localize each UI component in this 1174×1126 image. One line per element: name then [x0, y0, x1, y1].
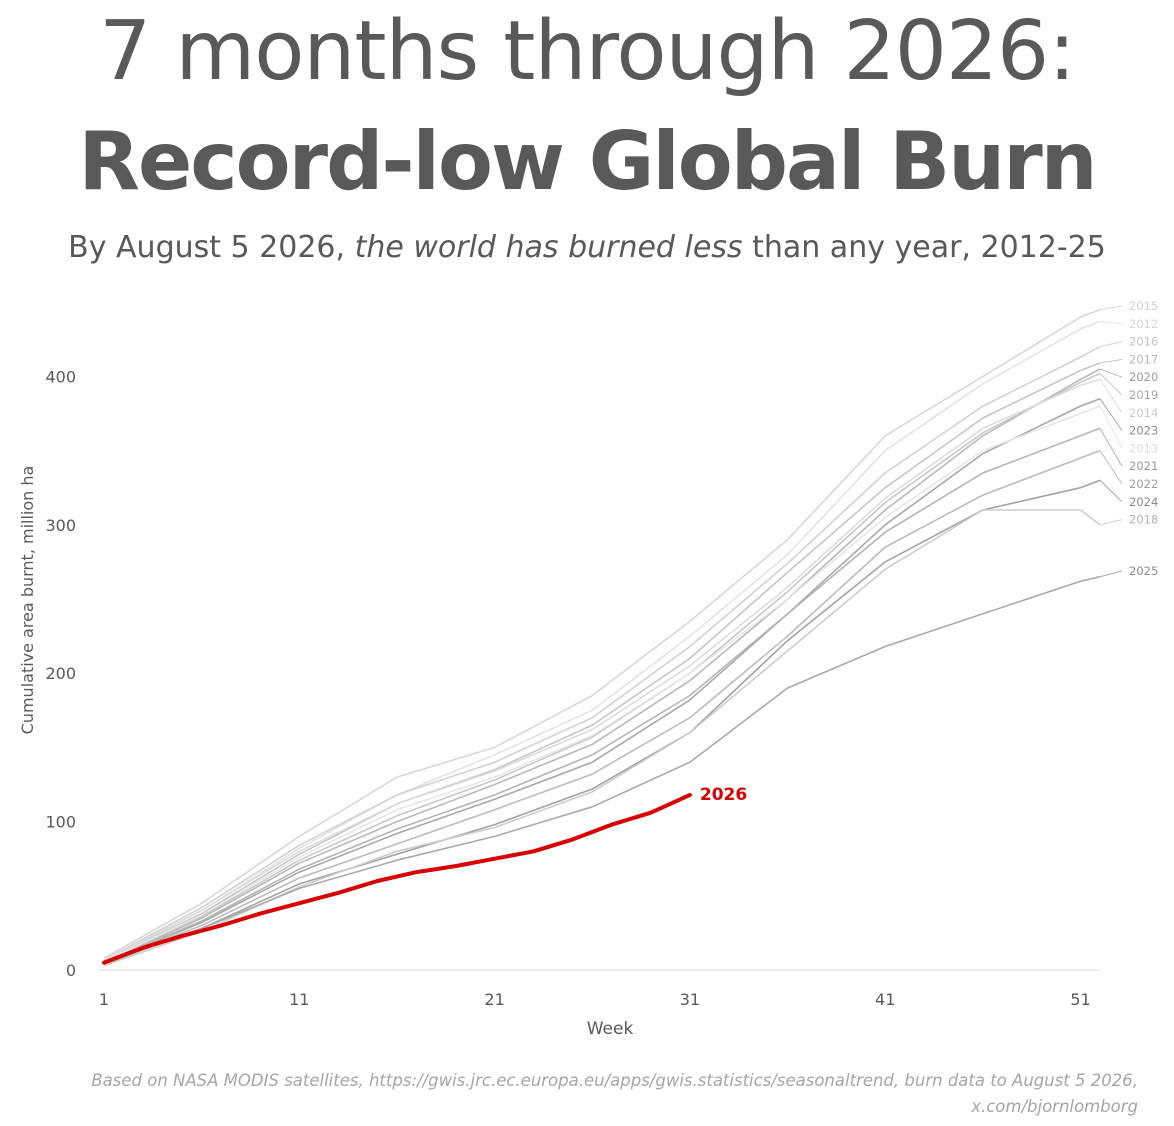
- series-line-2015: [103, 308, 1101, 959]
- series-leader-2016: [1099, 341, 1123, 348]
- series-line-2026: [102, 792, 692, 965]
- subtitle-part1: By August 5 2026,: [68, 230, 355, 265]
- series-leader-2018: [1099, 519, 1123, 526]
- series-label-2023: 2023: [1129, 424, 1158, 438]
- series-label-2014: 2014: [1129, 406, 1158, 420]
- series-line-2020: [103, 368, 1101, 964]
- series-label-2016: 2016: [1129, 335, 1158, 349]
- series-leader-2025: [1099, 570, 1123, 578]
- x-tick-label: 31: [680, 990, 700, 1009]
- series-label-2026: 2026: [700, 785, 747, 805]
- series-leader-2015: [1099, 305, 1123, 311]
- series-leader-2022: [1099, 450, 1123, 485]
- series-leader-2019: [1099, 373, 1123, 396]
- chart-title-line2: Record-low Global Burn: [78, 115, 1097, 208]
- series-leader-2020: [1099, 368, 1123, 378]
- series-label-2019: 2019: [1129, 388, 1158, 402]
- series-label-2024: 2024: [1129, 495, 1158, 509]
- series-leader-2012: [1099, 320, 1123, 325]
- x-tick-label: 21: [484, 990, 504, 1009]
- series-line-2021: [103, 427, 1101, 964]
- series-label-2022: 2022: [1129, 477, 1158, 491]
- source-note-line2: x.com/bjornlomborg: [971, 1097, 1138, 1116]
- series-label-2017: 2017: [1129, 352, 1158, 366]
- series-leader-2021: [1099, 428, 1123, 467]
- series-line-2024: [103, 479, 1101, 964]
- series-line-2016: [103, 345, 1101, 961]
- chart-subtitle: By August 5 2026, the world has burned l…: [0, 226, 1174, 270]
- series-label-2018: 2018: [1129, 513, 1158, 527]
- y-tick-label: 0: [66, 961, 76, 980]
- series-leader-2014: [1099, 379, 1123, 414]
- series-leader-2023: [1099, 398, 1123, 431]
- series-label-2025: 2025: [1129, 564, 1158, 578]
- series-label-2020: 2020: [1129, 370, 1158, 384]
- series-line-2022: [103, 449, 1101, 964]
- y-tick-label: 300: [45, 516, 76, 535]
- x-tick-label: 1: [99, 990, 109, 1009]
- series-label-2015: 2015: [1129, 299, 1158, 313]
- x-tick-label: 41: [875, 990, 895, 1009]
- series-label-2012: 2012: [1129, 317, 1158, 331]
- series-leader-2017: [1099, 358, 1123, 364]
- source-note: Based on NASA MODIS satellites, https://…: [0, 1068, 1138, 1120]
- series-line-2014: [103, 378, 1101, 961]
- chart-title-line1: 7 months through 2026:: [99, 4, 1076, 99]
- subtitle-part3: than any year, 2012-25: [742, 230, 1106, 265]
- y-tick-label: 200: [45, 664, 76, 683]
- x-tick-label: 51: [1070, 990, 1090, 1009]
- series-label-2021: 2021: [1129, 459, 1158, 473]
- series-line-2017: [103, 362, 1101, 962]
- source-note-line1: Based on NASA MODIS satellites, https://…: [91, 1071, 1138, 1090]
- x-axis-title: Week: [587, 1019, 634, 1039]
- series-leader-2013: [1099, 405, 1123, 449]
- series-line-2013: [103, 405, 1101, 962]
- y-tick-label: 400: [45, 367, 76, 386]
- series-line-2019: [103, 372, 1101, 962]
- y-tick-label: 100: [45, 813, 76, 832]
- series-line-2012: [103, 320, 1101, 962]
- x-tick-label: 11: [289, 990, 309, 1009]
- subtitle-emphasis: the world has burned less: [354, 230, 743, 265]
- series-line-2023: [103, 397, 1101, 964]
- series-label-2013: 2013: [1129, 441, 1158, 455]
- y-axis-title: Cumulative area burnt, million ha: [18, 466, 37, 735]
- series-line-2025: [103, 575, 1101, 965]
- series-leader-2024: [1099, 479, 1123, 503]
